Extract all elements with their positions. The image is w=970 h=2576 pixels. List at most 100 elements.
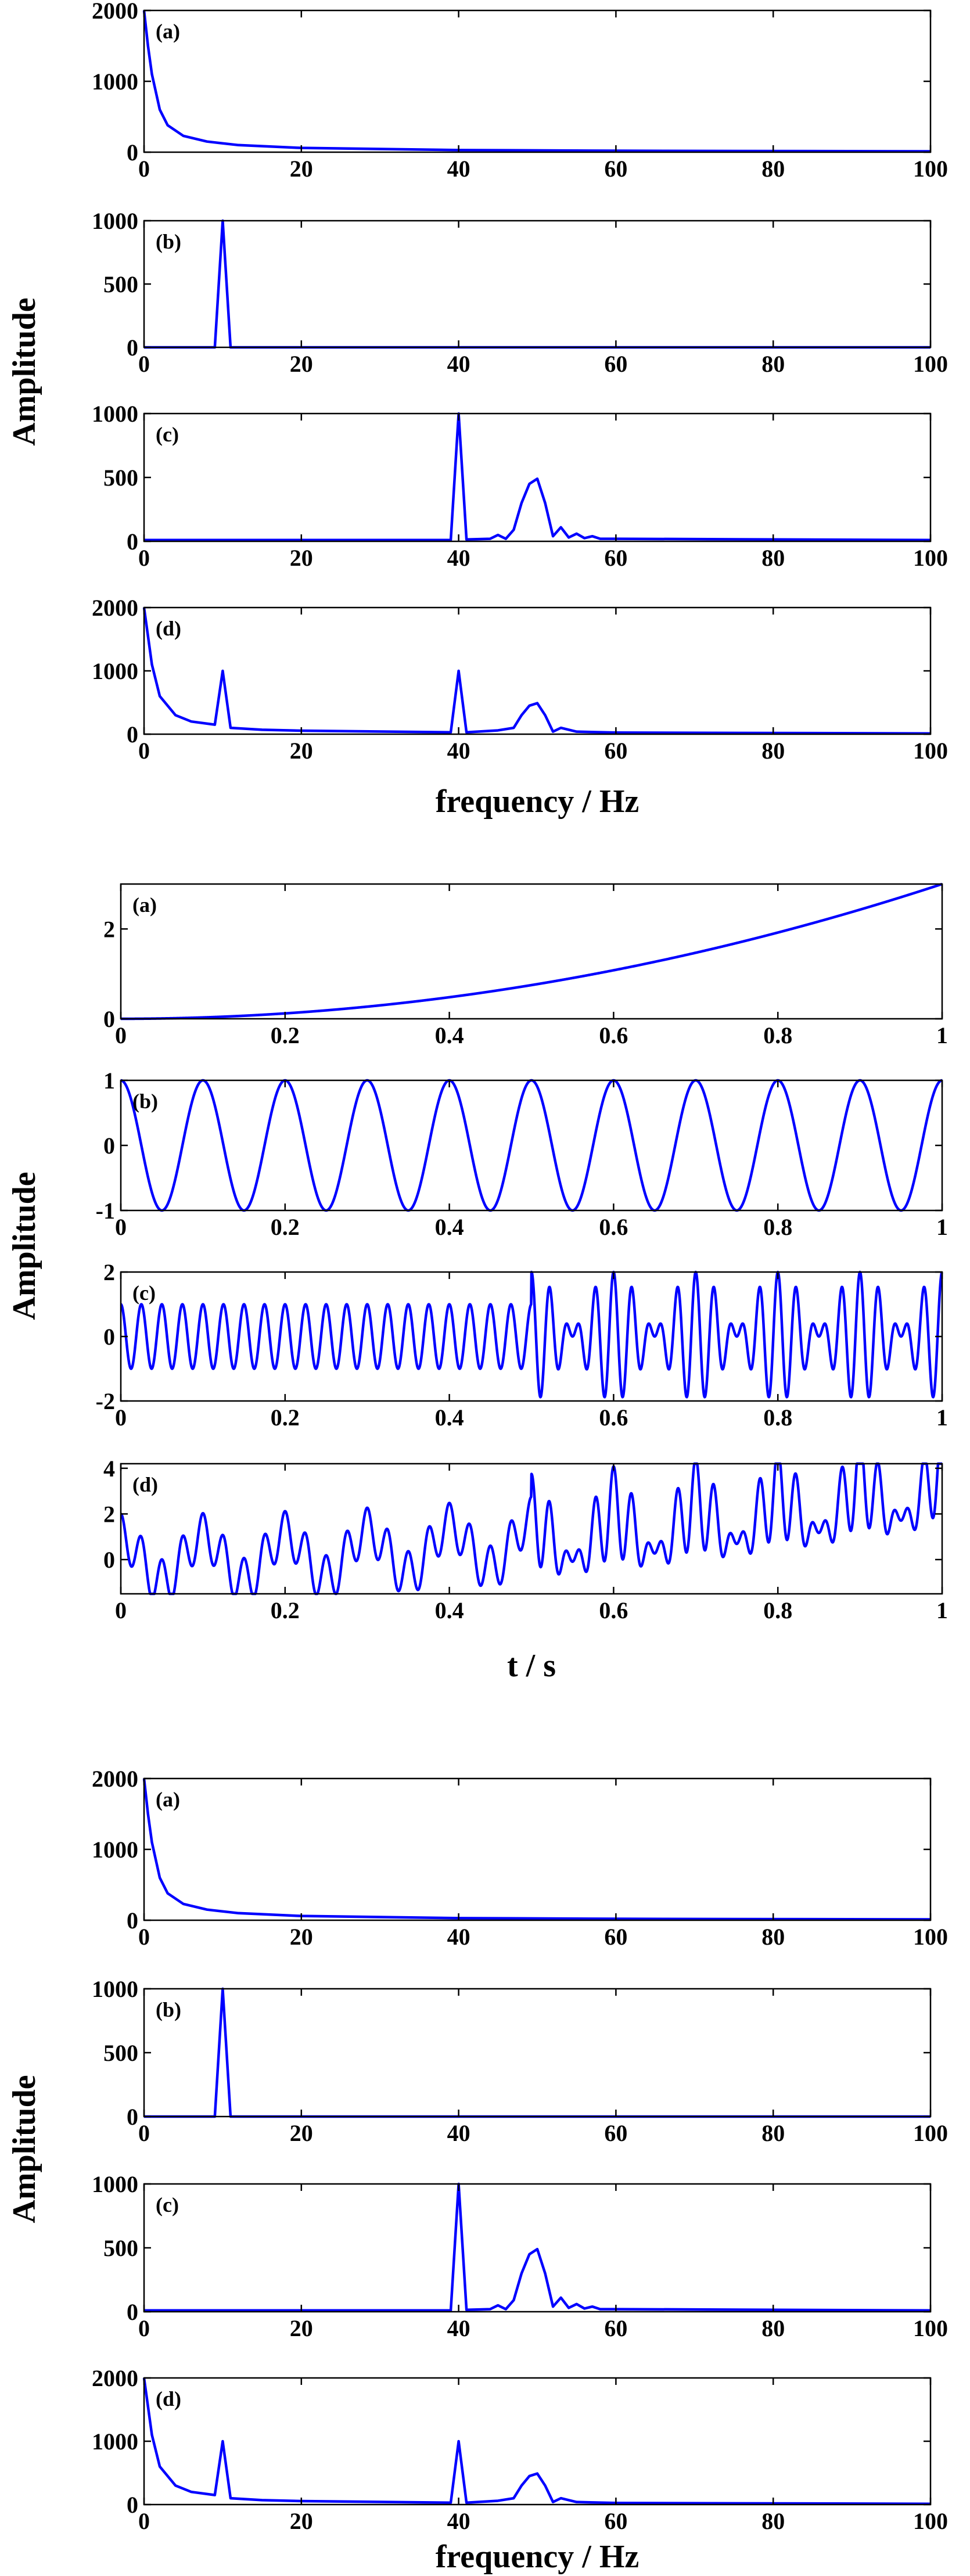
- x-tick-label: 60: [604, 351, 627, 377]
- series-line-d: [142, 607, 931, 735]
- panel-3-spectra-figure-1: (c) 0 500 1000 0 20 40 60 80 100: [92, 401, 948, 571]
- panel-4-spectra-figure-1: (d) 0 1000 2000 0 20 40 60 80 100: [92, 595, 948, 764]
- x-tick-label: 0: [138, 156, 150, 182]
- y-tick-label: 500: [103, 2235, 138, 2261]
- panel-label: (d): [132, 1473, 158, 1496]
- x-tick-label: 0: [138, 2120, 150, 2146]
- x-tick-label: 1: [936, 1022, 948, 1048]
- x-tick-label: 0: [138, 2315, 150, 2341]
- series-line-a: [142, 10, 931, 153]
- x-tick-label: 1: [936, 1404, 948, 1431]
- series-line-d: [142, 2377, 931, 2505]
- series-line-b: [120, 1079, 943, 1212]
- x-tick-label: 80: [761, 351, 785, 377]
- x-tick-label: 0.8: [763, 1597, 792, 1623]
- x-tick-label: 0.2: [271, 1404, 300, 1431]
- x-tick-label: 100: [913, 2120, 948, 2146]
- y-tick-label: 2000: [92, 1766, 138, 1792]
- axes-frame: [120, 1463, 943, 1595]
- y-tick-label: 0: [103, 1006, 115, 1032]
- x-tick-label: 100: [913, 351, 948, 377]
- x-tick-label: 0.6: [599, 1597, 628, 1623]
- x-tick-label: 80: [761, 156, 785, 182]
- y-tick-label: 4: [103, 1456, 115, 1482]
- x-tick-label: 40: [447, 2120, 470, 2146]
- series-line-a: [120, 882, 943, 1021]
- y-tick-label: 0: [103, 1324, 115, 1350]
- y-tick-label: 1000: [92, 658, 138, 684]
- panel-2-spectra-figure-2: (b) 0 500 1000 0 20 40 60 80 100: [92, 1976, 948, 2146]
- series-line-b: [144, 219, 931, 349]
- panel-3-spectra-figure-2: (c) 0 500 1000 0 20 40 60 80 100: [92, 2171, 948, 2341]
- x-tick-label: 0.8: [763, 1404, 792, 1431]
- series-line-c: [144, 2182, 931, 2312]
- panel-1-spectra-figure-2: (a) 0 1000 2000 0 20 40 60 80 100: [92, 1766, 948, 1950]
- x-tick-label: 0.2: [271, 1597, 300, 1623]
- y-tick-label: 1000: [92, 69, 138, 95]
- panel-label: (a): [156, 1788, 180, 1811]
- x-tick-label: 0.6: [599, 1022, 628, 1048]
- x-axis-title: frequency / Hz: [436, 2539, 639, 2575]
- y-tick-label: 0: [127, 2299, 138, 2325]
- series-line-c: [144, 412, 931, 542]
- x-tick-label: 100: [913, 738, 948, 764]
- y-tick-label: 2: [103, 916, 115, 942]
- axes-frame: [143, 9, 932, 153]
- x-axis-title: t / s: [507, 1648, 556, 1684]
- x-tick-label: 0: [138, 2508, 150, 2534]
- x-tick-label: 1: [936, 1214, 948, 1240]
- axes-frame: [120, 1079, 943, 1212]
- x-tick-label: 80: [761, 2120, 785, 2146]
- series-line-a: [142, 1778, 931, 1921]
- x-tick-label: 0.4: [435, 1022, 464, 1048]
- x-tick-label: 60: [604, 1924, 627, 1950]
- x-tick-label: 0: [115, 1597, 127, 1623]
- x-tick-label: 60: [604, 2508, 627, 2534]
- x-tick-label: 100: [913, 545, 948, 571]
- x-tick-label: 40: [447, 2315, 470, 2341]
- panel-label: (c): [132, 1281, 156, 1305]
- panel-label: (a): [132, 893, 157, 917]
- y-tick-label: 0: [127, 139, 138, 166]
- y-tick-label: 2: [103, 1259, 115, 1285]
- x-tick-label: 60: [604, 738, 627, 764]
- series-line-c: [120, 1270, 943, 1399]
- x-tick-label: 40: [447, 2508, 470, 2534]
- y-tick-label: 1000: [92, 2428, 138, 2455]
- x-tick-label: 0.2: [271, 1022, 300, 1048]
- y-tick-label: 1000: [92, 1837, 138, 1863]
- x-tick-label: 40: [447, 1924, 470, 1950]
- y-tick-label: 500: [103, 271, 138, 297]
- y-tick-label: 0: [127, 2492, 138, 2518]
- x-tick-label: 40: [447, 738, 470, 764]
- x-tick-label: 0.4: [435, 1597, 464, 1623]
- panel-1-spectra-figure-1: (a) 0 1000 2000 0 20 40 60 80 100: [92, 0, 948, 182]
- x-tick-label: 0: [138, 545, 150, 571]
- y-tick-label: 2000: [92, 0, 138, 24]
- panel-2-spectra-figure-1: (b) 0 500 1000 0 20 40 60 80 100: [92, 208, 948, 377]
- y-tick-label: 0: [127, 335, 138, 361]
- x-tick-label: 60: [604, 2315, 627, 2341]
- panel-label: (b): [132, 1090, 158, 1113]
- y-axis-title: Amplitude: [6, 1172, 42, 1320]
- x-tick-label: 20: [290, 738, 313, 764]
- x-tick-label: 60: [604, 156, 627, 182]
- y-tick-label: 1000: [92, 1976, 138, 2002]
- x-tick-label: 0: [115, 1022, 127, 1048]
- x-tick-label: 1: [936, 1597, 948, 1623]
- y-tick-label: 0: [103, 1547, 115, 1573]
- y-tick-label: 0: [127, 721, 138, 748]
- x-tick-label: 80: [761, 1924, 785, 1950]
- y-tick-label: 0: [127, 529, 138, 555]
- y-tick-label: 2000: [92, 595, 138, 621]
- x-tick-label: 80: [761, 2315, 785, 2341]
- axes-frame: [143, 2377, 932, 2506]
- y-tick-label: 2: [103, 1501, 115, 1527]
- y-tick-label: 2000: [92, 2365, 138, 2391]
- x-tick-label: 60: [604, 545, 627, 571]
- x-tick-label: 0: [138, 351, 150, 377]
